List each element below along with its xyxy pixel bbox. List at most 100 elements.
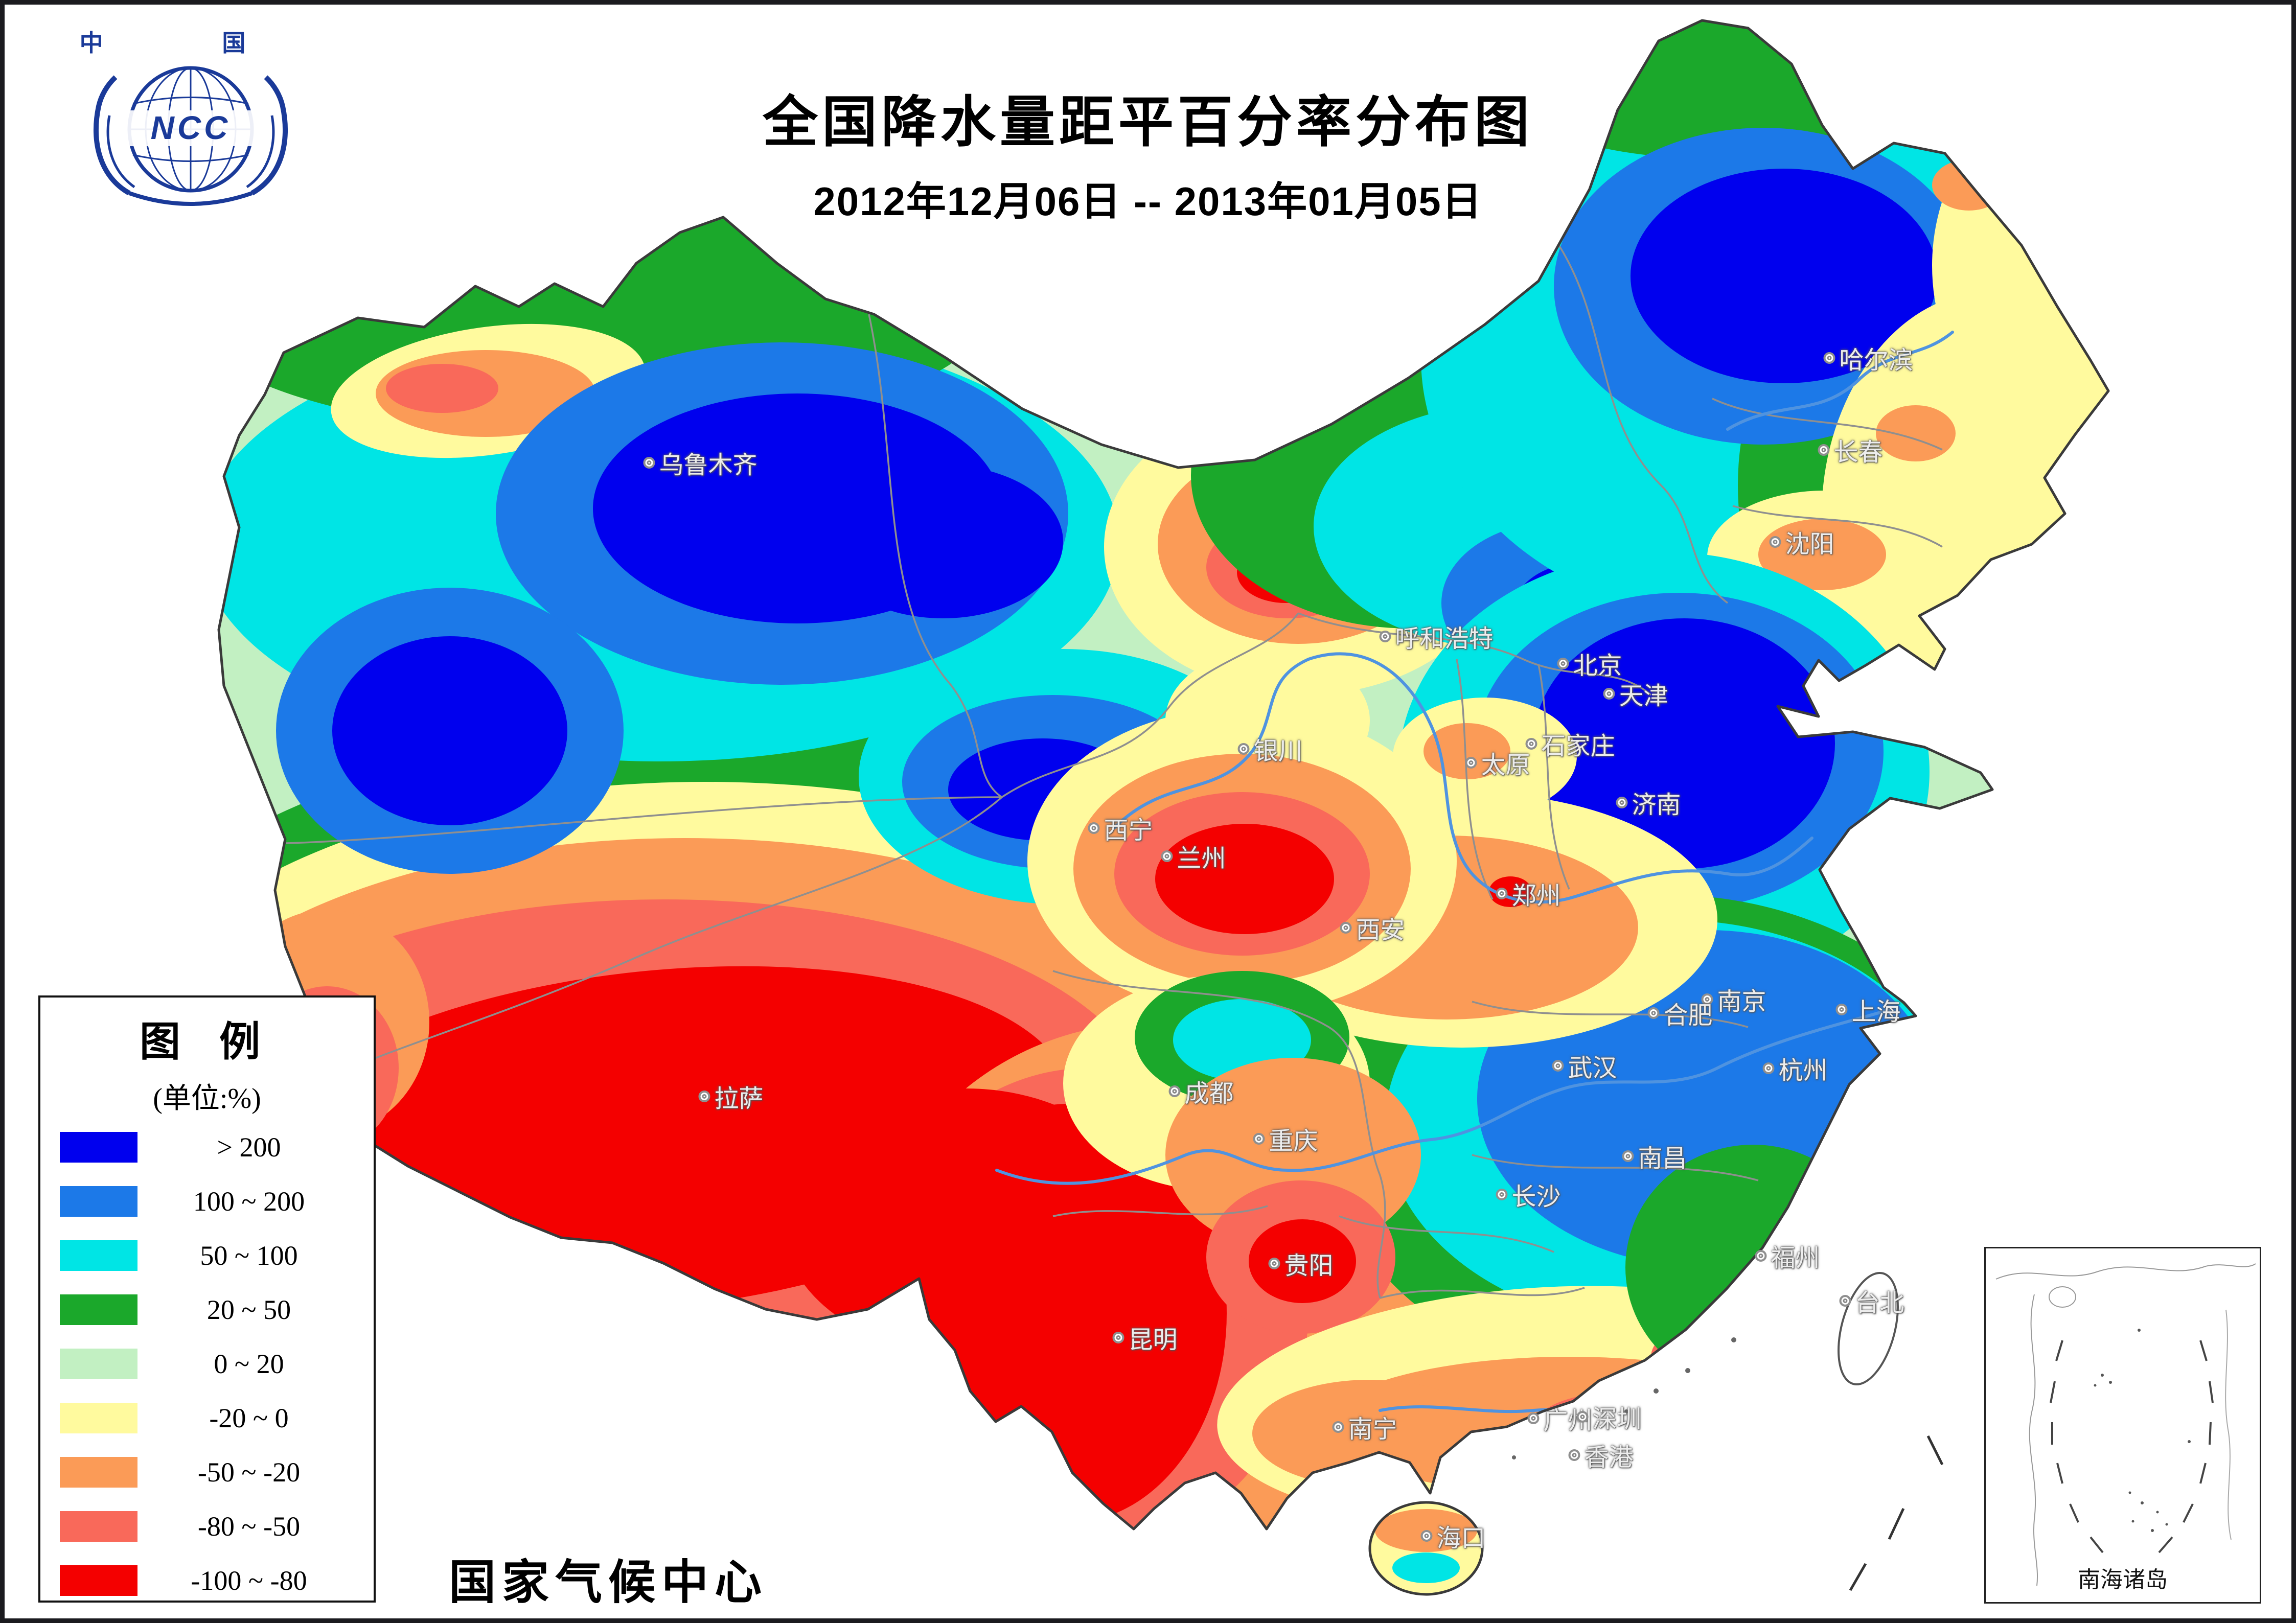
city-西宁: 西宁 xyxy=(1088,810,1153,846)
legend-label: 20 ~ 50 xyxy=(206,1294,291,1325)
city-marker-icon xyxy=(1496,887,1508,899)
city-marker-icon xyxy=(1755,1249,1767,1262)
city-marker-icon xyxy=(1525,737,1537,750)
city-天津: 天津 xyxy=(1603,676,1668,711)
city-label: 呼和浩特 xyxy=(1395,625,1494,653)
map-date-range: 2012年12月06日 -- 2013年01月05日 xyxy=(813,179,1483,224)
city-marker-icon xyxy=(1088,822,1100,834)
city-label: 兰州 xyxy=(1177,845,1226,872)
city-乌鲁木齐: 乌鲁木齐 xyxy=(643,445,757,480)
city-marker-icon xyxy=(1616,796,1628,808)
legend-label: > 200 xyxy=(217,1132,281,1163)
city-label: 杭州 xyxy=(1778,1057,1828,1084)
city-福州: 福州 xyxy=(1755,1238,1820,1273)
city-拉萨: 拉萨 xyxy=(698,1078,764,1114)
legend-swatch xyxy=(60,1457,137,1488)
city-label: 台北 xyxy=(1855,1290,1904,1317)
city-marker-icon xyxy=(1839,1294,1851,1307)
city-兰州: 兰州 xyxy=(1161,838,1226,874)
city-label: 福州 xyxy=(1771,1245,1820,1272)
city-marker-icon xyxy=(1332,1421,1344,1433)
city-深圳: 深圳 xyxy=(1576,1399,1642,1434)
city-label: 深圳 xyxy=(1592,1406,1642,1433)
legend-row: -50 ~ -20 xyxy=(60,1457,374,1488)
ncc-logo: 中 国 NCC xyxy=(80,30,302,206)
city-台北: 台北 xyxy=(1839,1283,1904,1318)
city-呼和浩特: 呼和浩特 xyxy=(1379,618,1494,654)
city-marker-icon xyxy=(1161,850,1173,862)
legend-row: -100 ~ -80 xyxy=(60,1565,374,1596)
city-label: 长春 xyxy=(1833,439,1883,466)
city-西安: 西安 xyxy=(1340,910,1405,945)
laurel-right-icon xyxy=(250,75,288,196)
city-marker-icon xyxy=(1253,1132,1265,1145)
city-银川: 银川 xyxy=(1237,731,1303,767)
legend-label: -50 ~ -20 xyxy=(197,1457,301,1488)
legend-label: -20 ~ 0 xyxy=(209,1403,289,1433)
city-label: 北京 xyxy=(1573,653,1622,680)
city-哈尔滨: 哈尔滨 xyxy=(1823,340,1913,376)
city-成都: 成都 xyxy=(1168,1073,1234,1109)
city-南京: 南京 xyxy=(1701,981,1766,1017)
logo-ncc-text: NCC xyxy=(151,109,231,146)
city-marker-icon xyxy=(1379,630,1391,642)
city-label: 成都 xyxy=(1184,1080,1234,1107)
city-石家庄: 石家庄 xyxy=(1525,726,1615,761)
city-label: 合肥 xyxy=(1663,1002,1713,1029)
city-label: 海口 xyxy=(1436,1525,1486,1552)
legend-swatch xyxy=(60,1294,137,1325)
city-label: 太原 xyxy=(1481,752,1530,779)
legend-row: -80 ~ -50 xyxy=(60,1511,374,1542)
city-太原: 太原 xyxy=(1465,745,1530,780)
city-marker-icon xyxy=(1557,657,1569,669)
city-marker-icon xyxy=(1762,1062,1775,1074)
city-marker-icon xyxy=(1340,921,1352,934)
city-marker-icon xyxy=(1568,1449,1580,1461)
legend-swatch xyxy=(60,1565,137,1596)
city-南宁: 南宁 xyxy=(1332,1409,1397,1445)
inset-label: 南海诸岛 xyxy=(2078,1567,2168,1592)
legend-row: 0 ~ 20 xyxy=(60,1349,374,1379)
city-marker-icon xyxy=(1622,1150,1634,1162)
city-label: 济南 xyxy=(1632,792,1681,819)
city-北京: 北京 xyxy=(1557,645,1622,681)
legend-label: 0 ~ 20 xyxy=(214,1349,284,1379)
city-label: 武汉 xyxy=(1568,1055,1617,1082)
agency-name: 国家气候中心 xyxy=(449,1557,768,1609)
city-label: 贵阳 xyxy=(1284,1253,1334,1280)
city-长春: 长春 xyxy=(1818,432,1883,468)
legend-unit: (单位:%) xyxy=(153,1083,261,1115)
city-marker-icon xyxy=(1527,1412,1540,1424)
city-label: 上海 xyxy=(1851,999,1901,1026)
laurel-left-icon xyxy=(94,75,131,196)
inset-map-svg xyxy=(1995,1263,2256,1586)
city-marker-icon xyxy=(1647,1007,1660,1019)
city-贵阳: 贵阳 xyxy=(1268,1245,1334,1281)
legend-swatch xyxy=(60,1511,137,1542)
city-marker-icon xyxy=(1420,1529,1433,1542)
legend-row: > 200 xyxy=(60,1132,374,1163)
province-borders-layer xyxy=(286,245,1943,1299)
legend-swatch xyxy=(60,1240,137,1271)
legend-swatch xyxy=(60,1349,137,1379)
city-marker-icon xyxy=(1769,536,1781,548)
city-上海: 上海 xyxy=(1835,991,1901,1027)
city-marker-icon xyxy=(1112,1331,1124,1343)
city-杭州: 杭州 xyxy=(1762,1050,1828,1086)
city-label: 乌鲁木齐 xyxy=(659,452,757,479)
legend-row: -20 ~ 0 xyxy=(60,1403,374,1433)
nine-dash-line xyxy=(2050,1340,2214,1554)
city-label: 天津 xyxy=(1619,683,1668,710)
city-label: 郑州 xyxy=(1511,883,1561,910)
taiwan-island xyxy=(1838,1271,1899,1386)
legend-swatch xyxy=(60,1186,137,1217)
legend-swatch xyxy=(60,1403,137,1433)
city-南昌: 南昌 xyxy=(1622,1138,1687,1174)
coastline-layer xyxy=(217,19,2110,1596)
legend-swatch xyxy=(60,1132,137,1163)
logo-country-text: 中 国 xyxy=(80,30,302,56)
city-济南: 济南 xyxy=(1616,784,1681,820)
legend-items: > 200 100 ~ 200 50 ~ 100 20 ~ 50 0 ~ 20 -20 ~… xyxy=(40,1132,374,1596)
city-label: 西安 xyxy=(1356,917,1405,944)
